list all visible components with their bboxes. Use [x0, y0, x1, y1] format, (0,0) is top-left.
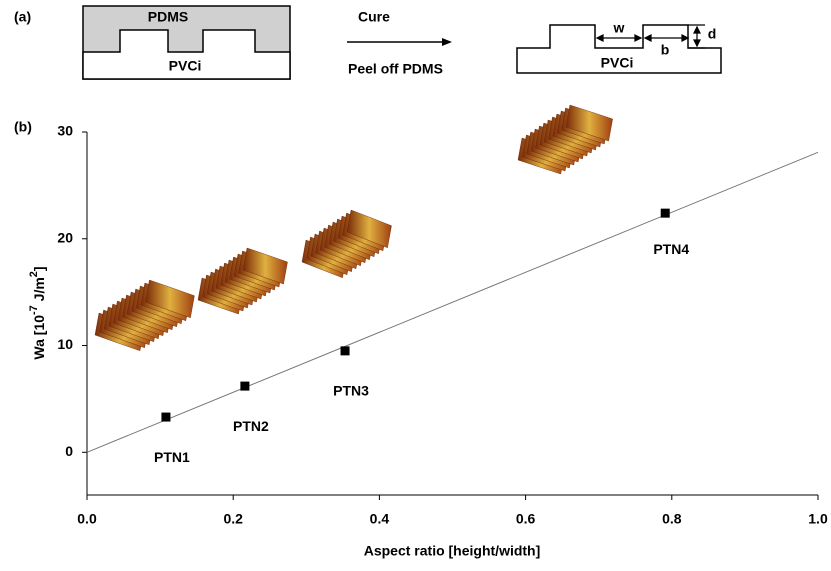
- data-point: [240, 382, 249, 391]
- x-tick-label: 0.0: [77, 511, 97, 527]
- y-axis-title-part: -7: [28, 305, 40, 315]
- step-label: Peel off PDMS: [348, 61, 443, 77]
- figure: (a) PDMS PVCi Cure Peel off PDMS w b d P…: [0, 0, 831, 571]
- pdms-label: PDMS: [148, 9, 188, 25]
- point-label: PTN3: [333, 383, 369, 399]
- y-tick-label: 20: [57, 229, 73, 245]
- y-tick-label: 0: [65, 443, 73, 459]
- point-label: PTN4: [653, 241, 689, 257]
- surface-inset: [518, 105, 613, 174]
- x-tick-label: 0.8: [662, 511, 682, 527]
- x-tick-label: 0.4: [370, 511, 390, 527]
- depth-label: d: [708, 26, 717, 42]
- panel-label: (a): [14, 9, 31, 25]
- y-axis-title-part: ]: [31, 266, 47, 271]
- y-axis-title: Wa [10-7 J/m2]: [28, 266, 47, 359]
- y-axis-title-part: Wa [10: [31, 315, 47, 360]
- panel-label: (b): [14, 119, 32, 135]
- width-label: w: [613, 20, 625, 36]
- data-point: [661, 209, 670, 218]
- pvci-label: PVCi: [601, 55, 634, 71]
- surface-inset: [95, 280, 194, 351]
- period-label: b: [661, 42, 670, 58]
- arrow-head: [442, 38, 452, 46]
- x-axis-title: Aspect ratio [height/width]: [364, 543, 541, 559]
- y-axis-title-part: J/m: [31, 277, 47, 305]
- x-tick-label: 0.6: [516, 511, 536, 527]
- y-tick-label: 10: [57, 336, 73, 352]
- point-label: PTN2: [233, 418, 269, 434]
- surface-inset: [302, 210, 392, 278]
- x-tick-label: 0.2: [223, 511, 243, 527]
- pvci-label: PVCi: [169, 58, 202, 74]
- data-point: [341, 346, 350, 355]
- data-point: [161, 413, 170, 422]
- x-tick-label: 1.0: [808, 511, 828, 527]
- y-tick-label: 30: [57, 123, 73, 139]
- step-label: Cure: [358, 9, 390, 25]
- fit-line: [87, 152, 818, 452]
- surface-inset: [198, 248, 288, 314]
- point-label: PTN1: [154, 449, 190, 465]
